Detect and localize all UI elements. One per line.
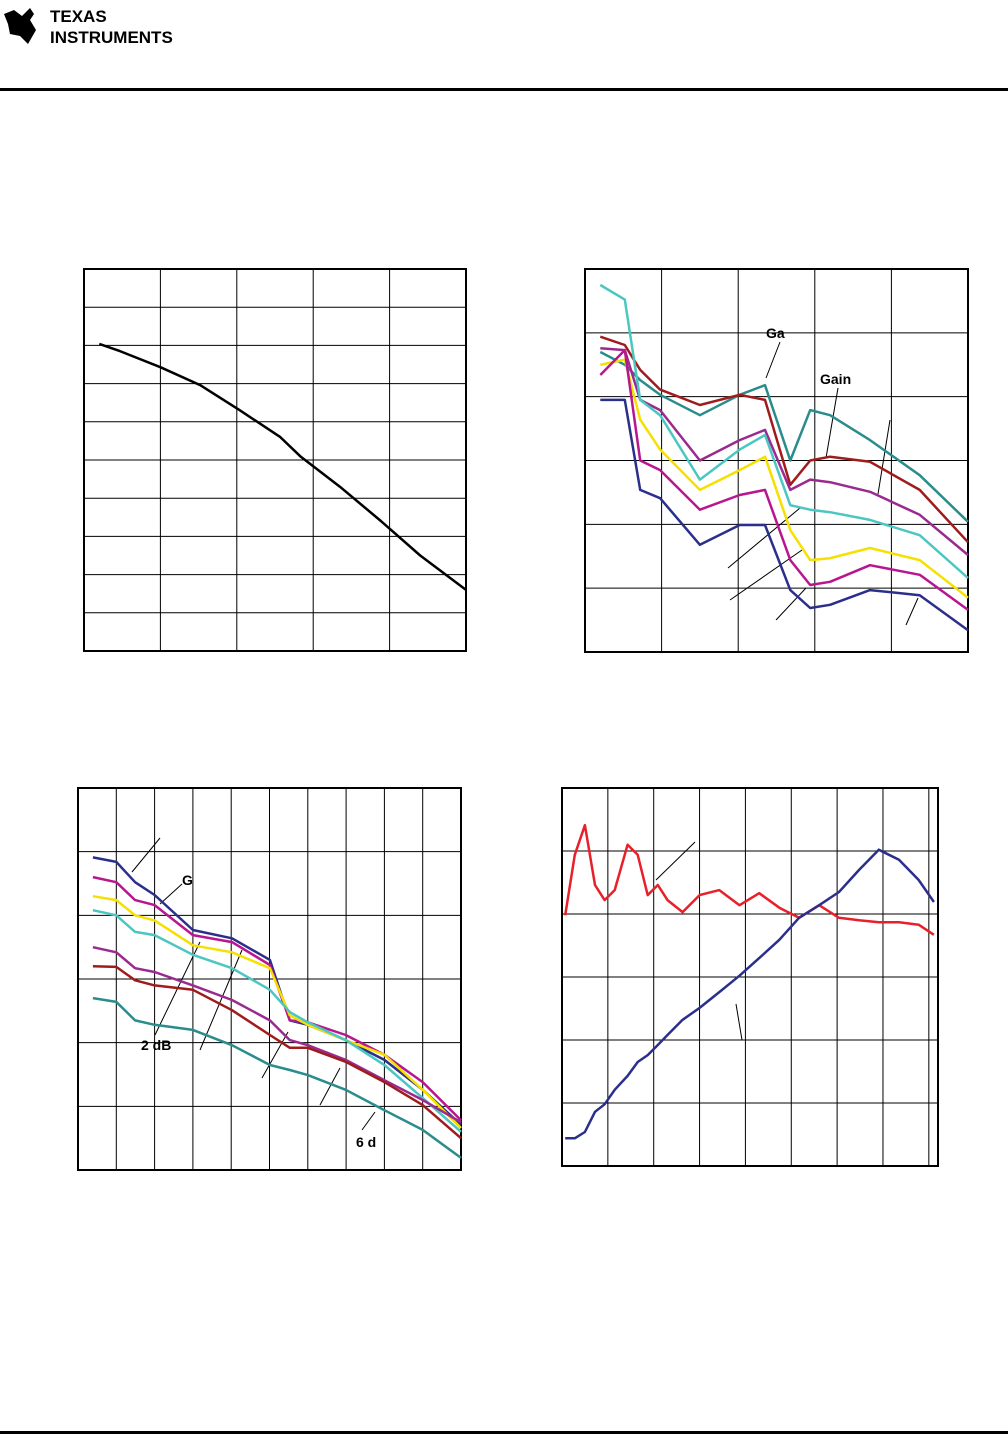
brand-line1: TEXAS (50, 7, 107, 26)
chart (584, 268, 969, 653)
data-line (563, 823, 935, 936)
brand-line2: INSTRUMENTS (50, 28, 173, 47)
annotation-arrows (131, 341, 919, 1131)
logo: TEXAS INSTRUMENTS (4, 7, 173, 47)
data-line (92, 945, 462, 1124)
data-line (92, 965, 462, 1140)
arrow (727, 341, 919, 626)
annotation: Ga (766, 325, 785, 341)
data-line (599, 348, 969, 611)
logo-mark (4, 8, 36, 44)
data-line (599, 350, 969, 523)
footer-rule (0, 1431, 1008, 1434)
annotation: 6 d (356, 1134, 376, 1150)
data-line (92, 996, 462, 1159)
plot-frame (77, 787, 462, 1171)
chart (83, 268, 467, 652)
data-line (565, 848, 935, 1140)
plot-frame (83, 268, 467, 652)
data-line (92, 908, 462, 1133)
data-line (600, 358, 969, 599)
data-line (92, 856, 462, 1126)
plot-frame (561, 787, 939, 1167)
data-line (600, 398, 969, 632)
data-line (599, 335, 969, 544)
data-line (92, 894, 462, 1129)
header-rule (0, 88, 1008, 91)
chart (77, 787, 462, 1171)
annotation: 2 dB (141, 1037, 171, 1053)
data-line (599, 283, 969, 579)
plot-frame (584, 268, 969, 653)
annotation: Gain (820, 371, 851, 387)
data-line (98, 342, 467, 591)
arrow (655, 841, 743, 1041)
annotation: G (182, 872, 193, 888)
chart (561, 787, 939, 1167)
